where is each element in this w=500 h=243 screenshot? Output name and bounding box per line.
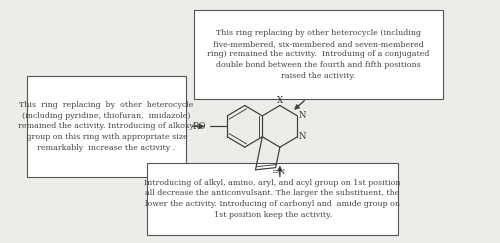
Text: RO: RO (192, 122, 206, 131)
Text: N: N (298, 111, 306, 120)
Text: X: X (277, 96, 283, 105)
FancyBboxPatch shape (26, 76, 186, 177)
FancyBboxPatch shape (147, 163, 398, 235)
Text: Introducing of alkyl, amino, aryl, and acyl group on 1st position
all decrease t: Introducing of alkyl, amino, aryl, and a… (144, 179, 401, 219)
Text: =N: =N (272, 168, 286, 176)
FancyBboxPatch shape (194, 10, 444, 99)
Text: This  ring  replacing  by  other  heterocycle
(including pyridine, thiofuran,  i: This ring replacing by other heterocycle… (18, 101, 194, 152)
Text: This ring replacing by other heterocycle (including
five-membered, six-membered : This ring replacing by other heterocycle… (208, 29, 430, 80)
Text: N: N (298, 132, 306, 141)
